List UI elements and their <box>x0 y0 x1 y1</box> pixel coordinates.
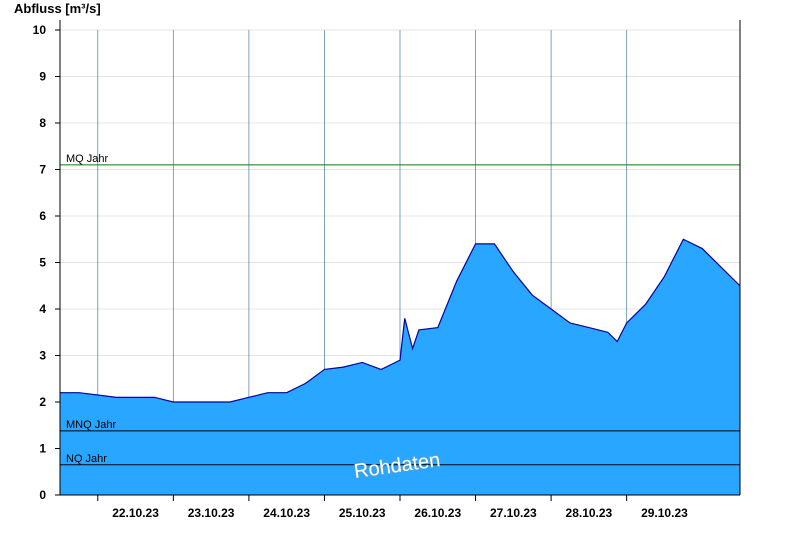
x-tick-label: 27.10.23 <box>490 506 537 520</box>
axes: 0 1 2 3 4 5 6 7 8 9 10 22.10.23 23.10.23 24.10.23 25.1… <box>33 20 741 520</box>
x-tick-label: 29.10.23 <box>641 506 688 520</box>
y-tick-label: 4 <box>39 302 46 316</box>
y-tick-label: 10 <box>33 23 47 37</box>
reference-lines: MQ Jahr MNQ Jahr NQ Jahr <box>60 153 740 466</box>
x-tick-label: 22.10.23 <box>112 506 159 520</box>
x-tick-label: 25.10.23 <box>339 506 386 520</box>
y-tick-label: 6 <box>39 209 46 223</box>
x-tick-label: 26.10.23 <box>414 506 461 520</box>
reference-line-label: NQ Jahr <box>66 453 107 465</box>
reference-line-label: MNQ Jahr <box>66 419 116 431</box>
y-tick-label: 9 <box>39 70 46 84</box>
y-tick-label: 0 <box>39 488 46 502</box>
y-tick-label: 7 <box>39 163 46 177</box>
y-tick-label: 8 <box>39 116 46 130</box>
y-tick-label: 5 <box>39 256 46 270</box>
x-tick-label: 23.10.23 <box>188 506 235 520</box>
y-tick-label: 2 <box>39 395 46 409</box>
x-tick-label: 28.10.23 <box>566 506 613 520</box>
y-tick-label: 3 <box>39 349 46 363</box>
y-axis-label: Abfluss [m³/s] <box>14 1 101 16</box>
discharge-series-line <box>60 238 741 403</box>
y-tick-label: 1 <box>39 442 46 456</box>
reference-line-label: MQ Jahr <box>66 153 109 165</box>
x-tick-label: 24.10.23 <box>263 506 310 520</box>
